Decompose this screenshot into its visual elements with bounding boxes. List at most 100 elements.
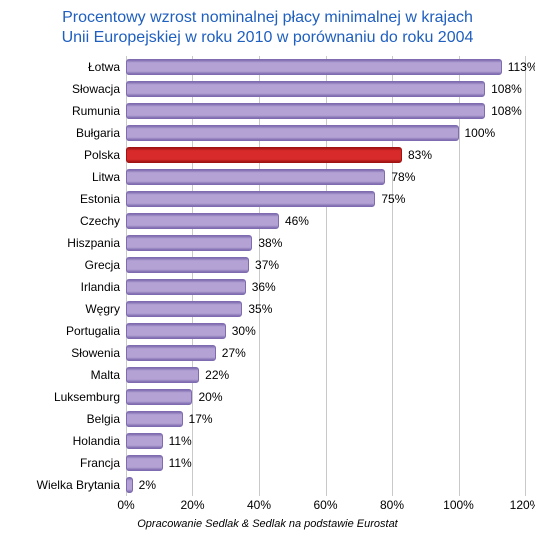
bar-track: 37% [126,254,525,276]
bar-value-label: 46% [279,210,309,232]
bar [126,323,226,339]
gridline [525,166,526,188]
gridline [259,364,260,386]
bar [126,367,199,383]
bar-track: 108% [126,78,525,100]
gridline [525,430,526,452]
gridline [326,452,327,474]
bar-value-label: 38% [252,232,282,254]
bar [126,169,385,185]
bar-row: Litwa 78% [10,166,525,188]
category-label: Belgia [10,412,126,426]
gridline [525,320,526,342]
bar [126,103,485,119]
gridline [459,452,460,474]
gridline [459,474,460,496]
bar-row: Wielka Brytania2% [10,474,525,496]
bar-value-label: 36% [246,276,276,298]
gridline [459,188,460,210]
x-axis-spacer [10,498,126,514]
bar-track: 27% [126,342,525,364]
bar-value-label: 75% [375,188,405,210]
gridline [525,232,526,254]
category-label: Luksemburg [10,390,126,404]
bar-track: 20% [126,386,525,408]
gridline [392,474,393,496]
chart-title-line: Unii Europejskiej w roku 2010 w porównan… [10,28,525,48]
bar-value-label: 100% [459,122,496,144]
category-label: Czechy [10,214,126,228]
bar [126,257,249,273]
category-label: Łotwa [10,60,126,74]
category-label: Francja [10,456,126,470]
gridline [459,320,460,342]
gridline [326,364,327,386]
gridline [259,474,260,496]
gridline [459,144,460,166]
x-tick-label: 40% [247,498,271,512]
bar-value-label: 78% [385,166,415,188]
gridline [326,408,327,430]
bar [126,411,183,427]
bar-value-label: 17% [183,408,213,430]
bar-row: Hiszpania 38% [10,232,525,254]
x-tick-label: 0% [117,498,134,512]
bar-track: 2% [126,474,525,496]
gridline [392,320,393,342]
bar-row: Polska 83% [10,144,525,166]
bar-value-label: 108% [485,78,522,100]
bar-value-label: 2% [133,474,156,496]
category-label: Bułgaria [10,126,126,140]
plot-area: Łotwa113%Słowacja108%Rumunia108%Bułgaria… [10,56,525,514]
bar-track: 78% [126,166,525,188]
x-tick-label: 80% [380,498,404,512]
gridline [525,122,526,144]
gridline [259,386,260,408]
bar-row: Węgry35% [10,298,525,320]
x-tick-label: 120% [510,498,535,512]
bar-row: Łotwa113% [10,56,525,78]
gridline [326,474,327,496]
category-label: Polska [10,148,126,162]
gridline [459,276,460,298]
category-label: Rumunia [10,104,126,118]
gridline [525,188,526,210]
category-label: Grecja [10,258,126,272]
bar [126,213,279,229]
bar-row: Słowenia27% [10,342,525,364]
gridline [326,232,327,254]
category-label: Litwa [10,170,126,184]
bar-value-label: 108% [485,100,522,122]
bar [126,235,252,251]
category-label: Hiszpania [10,236,126,250]
bar-track: 46% [126,210,525,232]
bar [126,59,502,75]
gridline [459,254,460,276]
gridline [459,298,460,320]
gridline [259,320,260,342]
gridline [259,430,260,452]
gridline [525,386,526,408]
gridline [392,210,393,232]
bar [126,125,459,141]
bar-row: Francja 11% [10,452,525,474]
bar-value-label: 83% [402,144,432,166]
x-tick-label: 20% [180,498,204,512]
bar-row: Grecja37% [10,254,525,276]
bar-track: 38% [126,232,525,254]
gridline [525,342,526,364]
bar-value-label: 27% [216,342,246,364]
category-label: Holandia [10,434,126,448]
gridline [392,364,393,386]
category-label: Estonia [10,192,126,206]
gridline [392,298,393,320]
bar-value-label: 11% [163,452,192,474]
gridline [392,386,393,408]
x-tick-label: 100% [443,498,474,512]
gridline [525,364,526,386]
bar-value-label: 22% [199,364,229,386]
bar-value-label: 11% [163,430,192,452]
gridline [326,386,327,408]
gridline [392,276,393,298]
bar-row: Estonia 75% [10,188,525,210]
